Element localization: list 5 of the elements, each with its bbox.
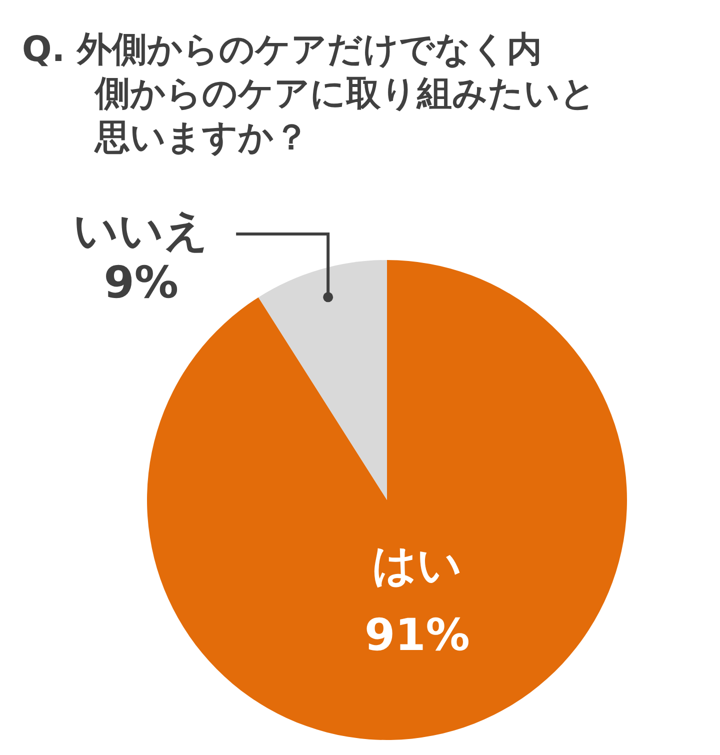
data-label: 91% [364,610,470,662]
slice-label: いいえ [74,205,209,256]
chart-title: Q. 外側からのケアだけでなく内側からのケアに取り組みたいと思いますか？ [22,30,596,158]
slice-label: はい [372,540,462,592]
data-label: 9% [104,257,178,308]
